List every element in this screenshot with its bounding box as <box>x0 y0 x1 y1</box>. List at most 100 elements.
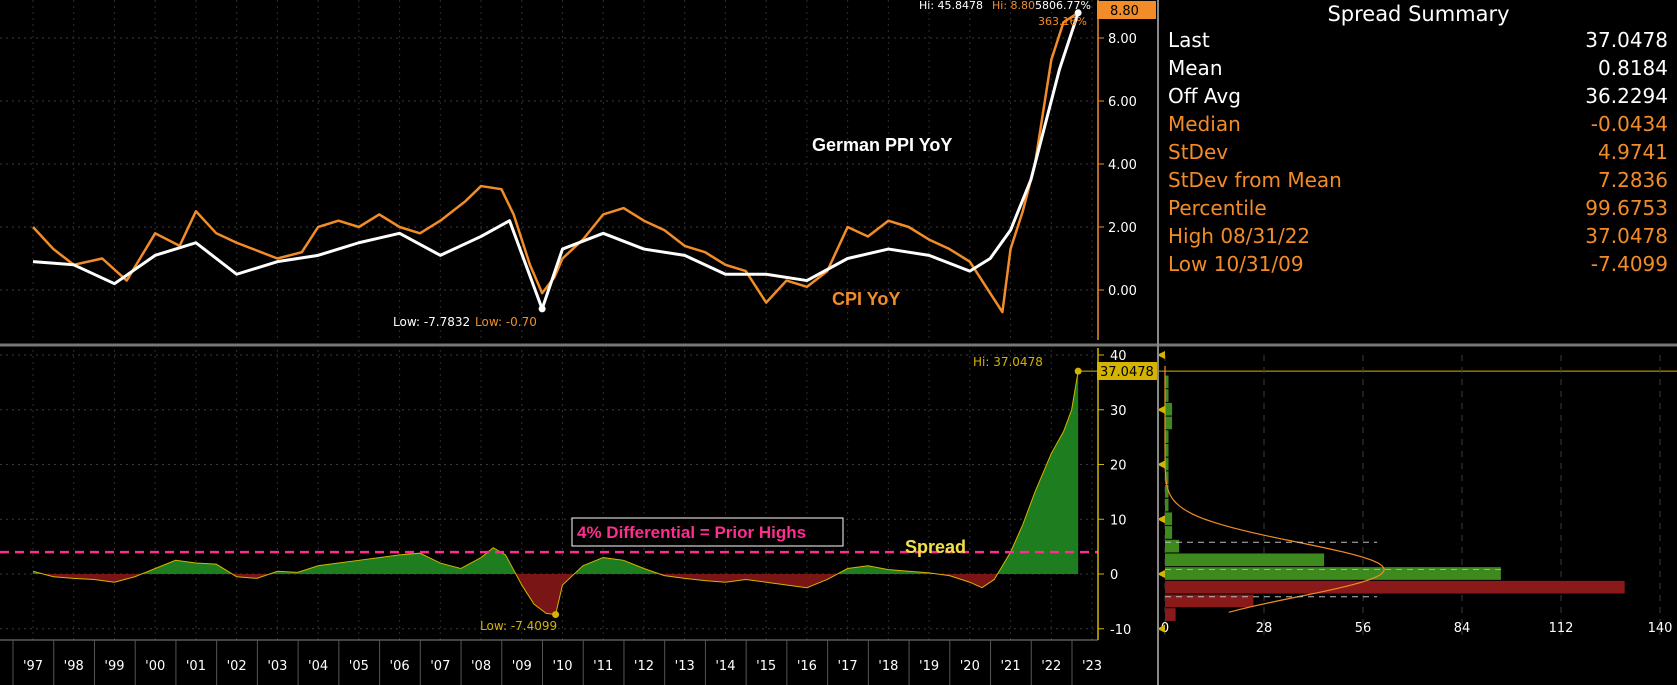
summary-row-value: 4.9741 <box>1598 140 1668 164</box>
spread-summary-panel: Spread Summary Last 37.0478 Mean 0.8184 Off … <box>1160 0 1677 300</box>
annotation-ppi-label: German PPI YoY <box>812 135 952 155</box>
x-tick-label: '15 <box>756 659 776 674</box>
x-tick-label: '11 <box>593 659 613 674</box>
x-tick-label: '05 <box>349 659 369 674</box>
summary-row-label: Median <box>1168 112 1241 136</box>
y-tick-label: 8.00 <box>1108 32 1137 47</box>
hist-bar <box>1165 567 1501 580</box>
spread-low-marker <box>552 611 560 619</box>
summary-row: Last 37.0478 <box>1168 28 1668 56</box>
hist-axis-arrow <box>1157 351 1165 359</box>
x-tick-label: '01 <box>186 659 206 674</box>
y-tick-label: 4.00 <box>1108 158 1137 173</box>
hist-bar <box>1165 416 1173 430</box>
summary-row: Off Avg 36.2294 <box>1168 84 1668 112</box>
summary-row: StDev from Mean 7.2836 <box>1168 168 1668 196</box>
spread-last-tag-text: 37.0478 <box>1100 365 1154 380</box>
hist-bar <box>1165 608 1176 621</box>
annotation-4pct-text: 4% Differential = Prior Highs <box>577 523 806 542</box>
hist-bar <box>1165 402 1173 416</box>
x-tick-label: '10 <box>552 659 572 674</box>
y-tick-label: 0.00 <box>1108 284 1137 299</box>
series-line-german-ppi-yoy <box>32 12 1080 311</box>
y-tick-label: 30 <box>1110 404 1127 419</box>
summary-row: StDev 4.9741 <box>1168 140 1668 168</box>
x-tick-label: '21 <box>1000 659 1020 674</box>
x-tick-label: '23 <box>1082 659 1102 674</box>
hist-bar <box>1165 375 1169 389</box>
spread-area-layer <box>0 367 1677 619</box>
x-tick-label: '02 <box>227 659 247 674</box>
x-tick-label: '22 <box>1041 659 1061 674</box>
spread-last-tag <box>1097 362 1157 380</box>
annotation-ppi-high: Hi: 45.8478 <box>919 0 983 12</box>
summary-row-label: StDev <box>1168 140 1229 164</box>
annotation-spread-low: Low: -7.4099 <box>480 619 557 633</box>
annotation-ppi-low: Low: -7.7832 <box>393 315 470 329</box>
x-tick-label: '04 <box>308 659 328 674</box>
last-value-tag <box>1097 1 1156 19</box>
hist-bar <box>1165 580 1625 594</box>
x-tick-label: '09 <box>512 659 532 674</box>
summary-row-value: 37.0478 <box>1585 224 1668 248</box>
spread-summary-title: Spread Summary <box>1327 2 1510 26</box>
summary-row-label: High 08/31/22 <box>1168 224 1311 248</box>
summary-row-value: 7.2836 <box>1598 168 1668 192</box>
series-line-cpi-yoy <box>32 11 1079 314</box>
x-tick-label: '19 <box>919 659 939 674</box>
summary-row: Median -0.0434 <box>1168 112 1668 140</box>
y-tick-label: 20 <box>1110 459 1127 474</box>
hist-axis-arrow <box>1157 624 1165 633</box>
hist-bar <box>1165 539 1180 553</box>
hist-x-tick-label: 84 <box>1454 621 1471 636</box>
y-tick-label: 6.00 <box>1108 95 1137 110</box>
ppi-low-marker <box>538 305 546 313</box>
x-tick-label: '03 <box>267 659 287 674</box>
last-value-tag-text: 8.80 <box>1110 4 1139 19</box>
ppi-high-marker <box>1074 9 1082 17</box>
hist-bar <box>1165 457 1169 471</box>
y-tick-label: 0 <box>1110 568 1118 583</box>
summary-row-value: 0.8184 <box>1598 56 1668 80</box>
hist-bar <box>1165 594 1254 608</box>
summary-row-label: Low 10/31/09 <box>1168 252 1304 276</box>
hist-x-tick-label: 56 <box>1355 621 1372 636</box>
annotation-ppi-pct: 5806.77% <box>1035 0 1091 12</box>
hist-x-tick-label: 140 <box>1648 621 1673 636</box>
annotation-cpi-high: Hi: 8.80 <box>992 0 1035 12</box>
summary-row-label: Mean <box>1168 56 1223 80</box>
annotation-cpi-low: Low: -0.70 <box>475 315 537 329</box>
hist-bar <box>1165 485 1169 498</box>
summary-row-label: Off Avg <box>1168 84 1241 108</box>
hist-bar <box>1165 498 1169 512</box>
annotations-layer: German PPI YoY CPI YoY Low: -7.7832 Low: -0… <box>393 0 1157 633</box>
y-tick-label: -10 <box>1110 623 1131 638</box>
hist-axis-arrow <box>1157 460 1165 469</box>
x-tick-label: '17 <box>838 659 858 674</box>
x-tick-label: '99 <box>104 659 124 674</box>
summary-row: High 08/31/22 37.0478 <box>1168 224 1668 252</box>
x-tick-label: '12 <box>634 659 654 674</box>
hist-axis-arrow <box>1157 405 1165 414</box>
hist-x-tick-label: 112 <box>1549 621 1574 636</box>
hist-x-tick-label: 28 <box>1256 621 1273 636</box>
x-tick-label: '13 <box>675 659 695 674</box>
spread-high-marker <box>1074 367 1082 375</box>
spread-line <box>32 371 1079 616</box>
x-tick-label: '07 <box>430 659 450 674</box>
annotation-spread-high: Hi: 37.0478 <box>973 355 1043 369</box>
x-tick-label: '08 <box>471 659 491 674</box>
annotation-cpi-pct: 363.16% <box>1038 15 1087 28</box>
hist-bar <box>1165 526 1173 539</box>
hist-bar <box>1165 553 1325 567</box>
hist-bar <box>1165 443 1169 457</box>
hist-bar <box>1165 389 1169 402</box>
summary-row-label: Percentile <box>1168 196 1267 220</box>
y-tick-label: 10 <box>1110 513 1127 528</box>
summary-row: Mean 0.8184 <box>1168 56 1668 84</box>
x-tick-label: '97 <box>23 659 43 674</box>
x-tick-label: '00 <box>145 659 165 674</box>
x-tick-label: '14 <box>715 659 735 674</box>
